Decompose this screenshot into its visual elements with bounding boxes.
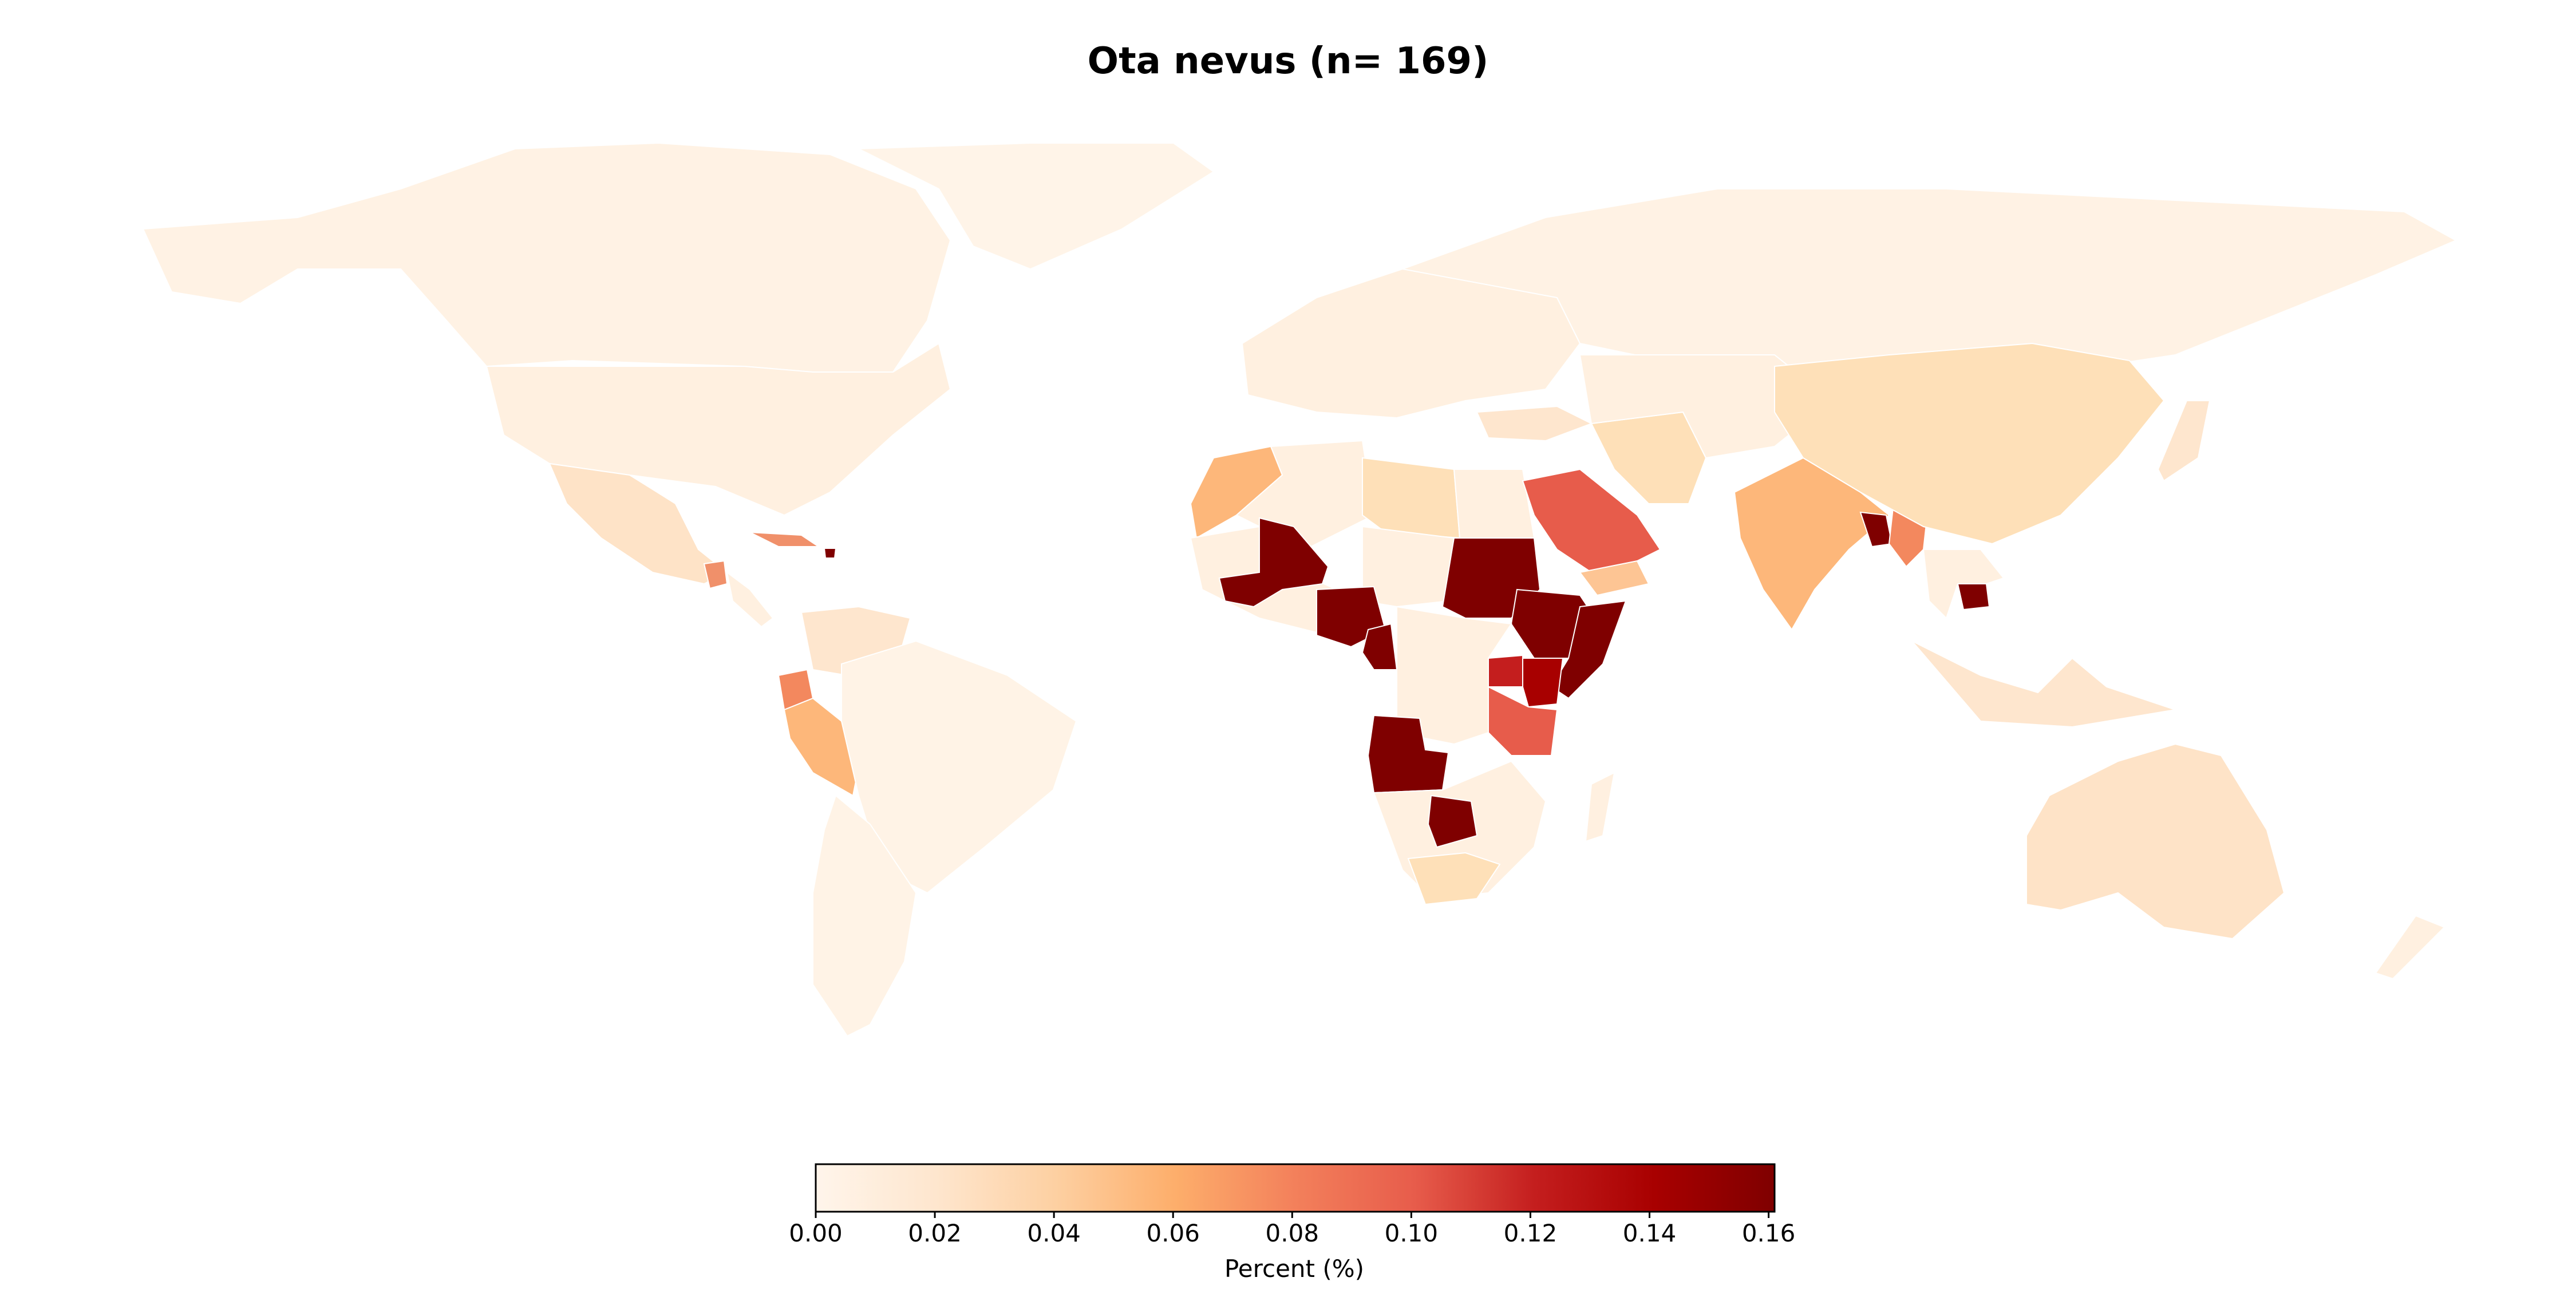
country-cameroon [1361,623,1398,670]
colorbar-gradient [815,1163,1776,1213]
country-canada [142,142,951,373]
country-zimbabwe [1427,794,1478,848]
country-southeast-asia [1922,549,2005,619]
country-iran [1590,411,1707,504]
country-new-zealand [2374,915,2445,980]
country-china [1774,342,2165,545]
country-central-africa [1396,606,1512,745]
country-turkey [1476,405,1593,442]
country-uganda [1488,654,1523,687]
country-kenya [1522,658,1564,708]
country-angola [1367,714,1449,794]
country-greenland [858,143,1215,270]
map-title: Ota nevus (n= 169) [1087,40,1489,82]
country-yemen [1579,560,1650,596]
country-central-asia [1579,354,1833,459]
country-mali [1218,517,1329,608]
region-europe [1241,268,1581,419]
country-japan [2157,400,2211,482]
country-egypt [1453,469,1535,539]
country-australia [2026,743,2285,940]
country-somalia [1550,600,1627,699]
country-cambodia [1957,583,1990,611]
country-guatemala [703,560,728,590]
country-cuba [749,532,821,547]
country-libya [1362,457,1461,539]
country-haiti [823,548,837,559]
country-central-america [726,571,774,628]
country-madagascar [1585,772,1615,843]
country-brazil [841,640,1077,894]
country-indonesia [1911,640,2176,728]
colorbar [815,1163,1776,1218]
colorbar-label: Percent (%) [1224,1255,1365,1283]
country-argentina-chile [812,794,917,1037]
country-south-africa [1407,852,1501,905]
